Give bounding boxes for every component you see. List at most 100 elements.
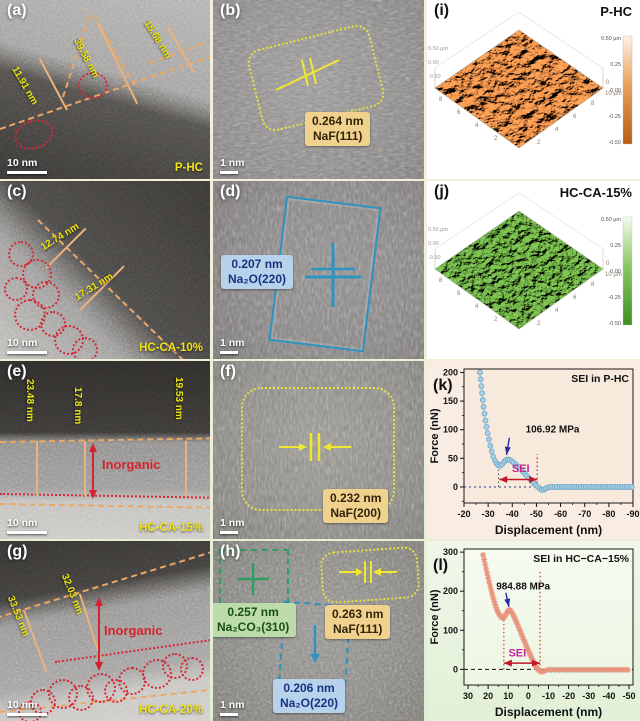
scale-bar: 10 nm bbox=[7, 699, 47, 716]
panel-i-afm: 8 6 4 2 2 4 6 8 0 10 µm 0.50 µm 0.00 -0.… bbox=[427, 0, 640, 179]
lattice-spacing-marker bbox=[305, 243, 361, 307]
d-spacing-value: 0.263 nm bbox=[332, 607, 384, 621]
inorganic-span-arrow bbox=[95, 597, 103, 671]
svg-text:100: 100 bbox=[443, 625, 458, 635]
svg-text:30: 30 bbox=[463, 691, 473, 701]
z-axis-label: 0.50 µm bbox=[428, 227, 448, 233]
measure-line bbox=[36, 441, 38, 496]
panel-letter: (b) bbox=[220, 2, 241, 19]
panel-letter: (l) bbox=[433, 557, 449, 574]
svg-text:Displacement (nm): Displacement (nm) bbox=[495, 523, 602, 537]
d-spacing-label: 0.264 nm NaF(111) bbox=[305, 112, 371, 146]
colorbar-tick: 0.25 bbox=[610, 243, 621, 249]
hrtem-noise-texture bbox=[213, 0, 424, 179]
d-spacing-label: 0.232 nm NaF(200) bbox=[323, 489, 389, 523]
colorbar-tick: 0.50 µm bbox=[601, 36, 621, 42]
panel-f-hrtem: 0.232 nm NaF(200) (f) 1 nm bbox=[213, 361, 424, 539]
inorganic-span-arrow bbox=[89, 443, 97, 499]
pore-marker-circle bbox=[40, 311, 66, 337]
colorbar-tick: -0.25 bbox=[608, 114, 621, 120]
svg-text:-20: -20 bbox=[562, 691, 575, 701]
d-spacing-value: 0.257 nm bbox=[227, 605, 279, 619]
scale-bar: 10 nm bbox=[7, 517, 47, 534]
svg-text:-20: -20 bbox=[457, 509, 470, 519]
d-spacing-label: 0.207 nm Na₂O(220) bbox=[221, 255, 294, 289]
panel-a-tem: 11.91 nm 39.58 nm 15.68 nm (a) P-HC 10 n… bbox=[0, 0, 210, 179]
y-axis-tick: 4 bbox=[555, 308, 559, 314]
afm-3d-surface: 8 6 4 2 2 4 6 8 0 10 µm 0.50 µm 0.00 -0.… bbox=[428, 192, 633, 330]
panel-letter: (i) bbox=[434, 2, 450, 19]
svg-text:984.88 MPa: 984.88 MPa bbox=[496, 581, 550, 592]
inorganic-label: Inorganic bbox=[102, 457, 161, 472]
height-colorbar bbox=[622, 216, 633, 326]
x-axis-tick: 6 bbox=[457, 110, 461, 116]
svg-text:-30: -30 bbox=[582, 691, 595, 701]
svg-text:106.92 MPa: 106.92 MPa bbox=[526, 425, 580, 436]
measure-line bbox=[185, 441, 187, 498]
z-axis-label: 0.00 bbox=[428, 241, 439, 247]
svg-text:SEI in HC−CA−15%: SEI in HC−CA−15% bbox=[533, 553, 629, 565]
svg-text:-60: -60 bbox=[554, 509, 567, 519]
panel-c-tem: 12.74 nm 17.31 nm (c) HC-CA-10% 10 nm bbox=[0, 181, 210, 359]
x-axis-tick: 6 bbox=[457, 291, 461, 297]
colorbar-tick: -0.50 bbox=[608, 140, 621, 146]
d-spacing-label: 0.206 nm Na₂O(220) bbox=[273, 679, 346, 713]
naf-spacing-marker bbox=[339, 561, 397, 583]
x-axis-tick: 4 bbox=[475, 123, 479, 129]
panel-letter: (c) bbox=[7, 183, 27, 200]
x-axis-tick: 2 bbox=[494, 317, 498, 323]
phase-name: NaF(111) bbox=[313, 129, 363, 143]
svg-text:Displacement (nm): Displacement (nm) bbox=[495, 705, 602, 719]
panel-letter: (e) bbox=[7, 363, 27, 380]
z-axis-label: 0.00 bbox=[428, 60, 439, 66]
thickness-measurement: 17.8 nm bbox=[72, 387, 83, 425]
svg-text:0: 0 bbox=[453, 482, 458, 492]
svg-text:200: 200 bbox=[443, 586, 458, 596]
svg-text:-70: -70 bbox=[578, 509, 591, 519]
svg-text:200: 200 bbox=[443, 367, 458, 377]
panel-letter: (h) bbox=[220, 543, 241, 560]
force-displacement-chart-phc: SEI 106.92 MPa SEI in P-HC -20 -30 -40 -50 -60 -… bbox=[429, 367, 640, 537]
svg-text:300: 300 bbox=[443, 547, 458, 557]
d-spacing-value: 0.206 nm bbox=[283, 681, 335, 695]
inorganic-label: Inorganic bbox=[104, 623, 163, 638]
panel-letter: (d) bbox=[220, 183, 241, 200]
svg-text:150: 150 bbox=[443, 396, 458, 406]
svg-text:SEI: SEI bbox=[512, 463, 530, 475]
colorbar-tick: -0.50 bbox=[608, 321, 621, 327]
tem-noise-texture bbox=[0, 361, 210, 539]
svg-text:Force (nN): Force (nN) bbox=[429, 408, 441, 463]
y-axis-tick: 6 bbox=[573, 295, 577, 301]
lattice-region-outline bbox=[241, 387, 395, 511]
d-spacing-value: 0.207 nm bbox=[231, 257, 283, 271]
sample-label: HC-CA-15% bbox=[559, 185, 632, 200]
pore-marker-circle bbox=[32, 281, 60, 309]
z-axis-label: 0.50 µm bbox=[428, 46, 448, 52]
panel-h-hrtem: 0.257 nm Na₂CO₃(310) 0.263 nm NaF(111) 0… bbox=[213, 541, 424, 721]
colorbar-tick: 0.25 bbox=[610, 62, 621, 68]
svg-text:20: 20 bbox=[483, 691, 493, 701]
axis-origin-label: 0 bbox=[606, 261, 610, 267]
phase-name: NaF(200) bbox=[330, 506, 382, 520]
svg-text:50: 50 bbox=[448, 453, 458, 463]
sample-label: HC-CA-20% bbox=[139, 704, 203, 716]
scale-bar: 1 nm bbox=[220, 157, 245, 174]
axis-max-label: 10 µm bbox=[605, 272, 622, 278]
sample-label: P-HC bbox=[174, 162, 203, 174]
phase-name: Na₂O(220) bbox=[228, 272, 287, 286]
sample-label: HC-CA-10% bbox=[139, 342, 203, 354]
svg-text:-50: -50 bbox=[530, 509, 543, 519]
pore-marker-circle bbox=[8, 241, 34, 267]
thickness-measurement: 23.48 nm bbox=[24, 379, 35, 422]
panel-letter: (a) bbox=[7, 2, 27, 19]
svg-text:0: 0 bbox=[526, 691, 531, 701]
scale-bar: 10 nm bbox=[7, 337, 47, 354]
x-axis-tick: 2 bbox=[494, 136, 498, 142]
pore-marker-circle bbox=[72, 337, 98, 359]
measure-line bbox=[84, 441, 86, 496]
svg-text:-40: -40 bbox=[602, 691, 615, 701]
scale-bar: 1 nm bbox=[220, 337, 245, 354]
d-spacing-value: 0.232 nm bbox=[330, 491, 382, 505]
lattice-spacing-marker bbox=[279, 433, 351, 461]
